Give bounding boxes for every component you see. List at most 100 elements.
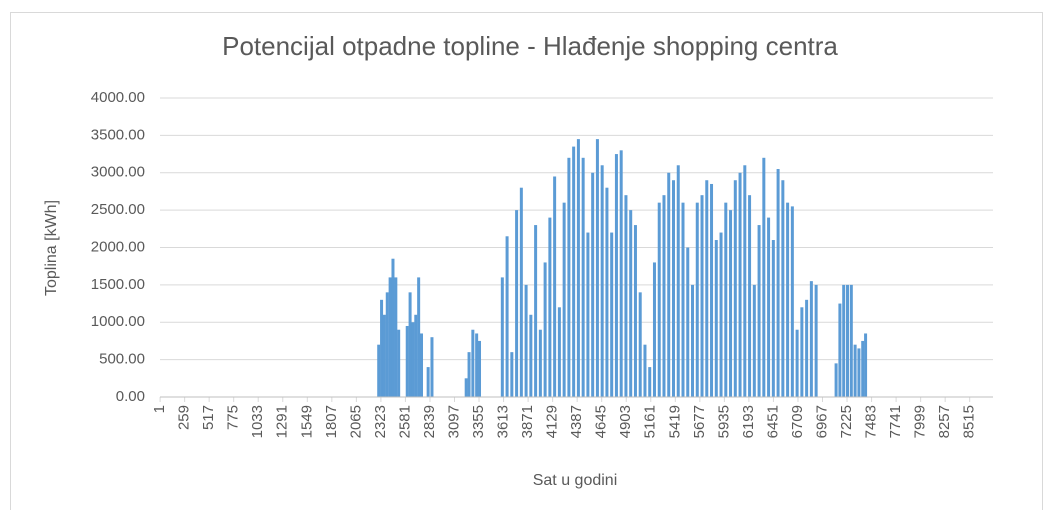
y-tick-label: 1000.00	[91, 313, 145, 330]
x-axis-title: Sat u godini	[533, 472, 618, 489]
x-tick-label: 6967	[813, 405, 830, 438]
bar	[417, 277, 421, 397]
bar	[581, 157, 585, 397]
bar	[776, 169, 780, 397]
bar	[864, 333, 868, 397]
x-tick-label: 8515	[961, 405, 978, 438]
bar	[624, 195, 628, 397]
x-tick-label: 2581	[396, 405, 413, 438]
bar	[380, 299, 384, 397]
bar	[686, 247, 690, 397]
bar	[752, 284, 756, 397]
chart-title: Potencijal otpadne topline - Hlađenje sh…	[222, 31, 838, 61]
bar	[475, 333, 479, 397]
x-tick-label: 2839	[421, 405, 438, 438]
x-tick-label: 7225	[838, 405, 855, 438]
bar	[781, 180, 785, 397]
bar	[524, 284, 528, 397]
bar	[377, 344, 381, 397]
bar	[714, 240, 718, 397]
x-tick-label: 5419	[666, 405, 683, 438]
bar	[572, 146, 576, 397]
x-tick-label: 7999	[912, 405, 929, 438]
x-tick-label: 1807	[323, 405, 340, 438]
x-tick-label: 517	[200, 405, 217, 430]
bar	[786, 202, 790, 397]
x-tick-label: 1033	[249, 405, 266, 438]
bar	[385, 292, 389, 397]
x-tick-label: 4645	[593, 405, 610, 438]
x-tick-label: 6451	[764, 405, 781, 438]
y-tick-label: 2500.00	[91, 201, 145, 218]
bar	[842, 284, 846, 397]
x-tick-label: 259	[176, 405, 193, 430]
bar	[710, 183, 714, 397]
bar	[671, 180, 675, 397]
bar	[430, 337, 434, 397]
bar	[619, 150, 623, 397]
y-tick-label: 3000.00	[91, 164, 145, 181]
bar	[633, 225, 637, 397]
chart-border	[10, 12, 1043, 515]
bar	[510, 352, 514, 397]
bar	[557, 307, 561, 397]
x-tick-label: 7741	[887, 405, 904, 438]
bar	[543, 262, 547, 397]
bar	[838, 303, 842, 397]
bar	[408, 292, 412, 397]
bar	[600, 165, 604, 397]
bar	[733, 180, 737, 397]
bar	[800, 307, 804, 397]
x-tick-label: 7483	[863, 405, 880, 438]
bar	[643, 344, 647, 397]
x-tick-label: 3097	[445, 405, 462, 438]
x-tick-label: 4903	[617, 405, 634, 438]
bar	[846, 284, 850, 397]
bar	[681, 202, 685, 397]
bar	[394, 277, 398, 397]
bar	[515, 210, 519, 397]
y-tick-label: 3500.00	[91, 126, 145, 143]
x-tick-label: 6193	[740, 405, 757, 438]
bar	[391, 258, 395, 397]
bar	[762, 157, 766, 397]
bar	[676, 165, 680, 397]
bar	[857, 348, 861, 397]
x-tick-label: 3355	[470, 405, 487, 438]
bar	[657, 202, 661, 397]
bar	[538, 329, 542, 397]
bar	[719, 232, 723, 397]
bar	[738, 172, 742, 397]
x-tick-label: 2323	[372, 405, 389, 438]
x-tick-label: 3613	[495, 405, 512, 438]
bar	[834, 363, 838, 397]
y-tick-label: 4000.00	[91, 89, 145, 106]
bar	[861, 340, 865, 397]
x-tick-label: 1291	[274, 405, 291, 438]
bar	[610, 232, 614, 397]
bar	[853, 344, 857, 397]
x-tick-label: 5935	[715, 405, 732, 438]
bar	[805, 299, 809, 397]
bar	[500, 277, 504, 397]
x-tick-label: 6709	[789, 405, 806, 438]
bar	[790, 206, 794, 397]
bar	[648, 367, 652, 397]
bar	[586, 232, 590, 397]
bar	[382, 314, 386, 397]
x-tick-label: 5677	[691, 405, 708, 438]
bar	[629, 210, 633, 397]
bar	[809, 281, 813, 397]
y-axis-title: Toplina [kWh]	[43, 200, 60, 296]
y-tick-label: 500.00	[99, 351, 145, 368]
y-tick-label: 1500.00	[91, 276, 145, 293]
bar	[420, 333, 424, 397]
bar	[562, 202, 566, 397]
bar	[614, 154, 618, 397]
bar	[467, 352, 471, 397]
bar	[414, 314, 418, 397]
bar	[405, 325, 409, 397]
bar	[638, 292, 642, 397]
bar	[771, 240, 775, 397]
bar	[505, 236, 509, 397]
